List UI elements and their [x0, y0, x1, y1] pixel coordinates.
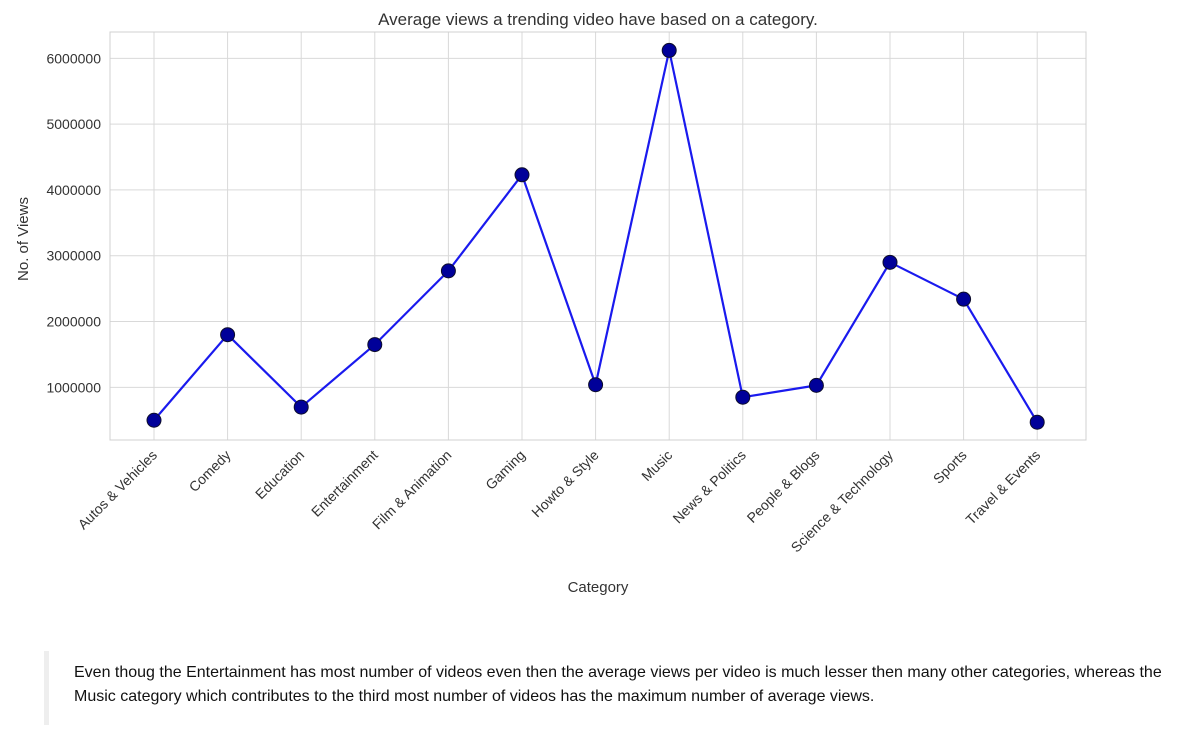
- x-tick-label: Travel & Events: [963, 447, 1044, 528]
- data-point: [220, 327, 236, 343]
- series-layer: [146, 42, 1045, 430]
- x-tick-label: People & Blogs: [744, 447, 823, 526]
- x-tick-label: Howto & Style: [528, 447, 602, 521]
- x-tick-label: Gaming: [482, 447, 528, 493]
- x-tick-label: Education: [252, 447, 307, 502]
- x-tick-label: Entertainment: [308, 447, 381, 520]
- data-point: [661, 42, 677, 58]
- data-point: [956, 291, 972, 307]
- y-tick-label: 4000000: [46, 182, 101, 198]
- line-chart: 1000000 2000000 3000000 4000000 5000000 60000…: [15, 10, 1087, 596]
- y-axis-label: No. of Views: [15, 197, 32, 281]
- data-point: [293, 399, 309, 415]
- note-text: Even thoug the Entertainment has most nu…: [74, 664, 1162, 705]
- data-point: [514, 167, 530, 183]
- x-tick-label: Autos & Vehicles: [75, 447, 161, 533]
- data-point: [367, 337, 383, 353]
- y-tick-label: 3000000: [46, 248, 101, 264]
- chart-title: Average views a trending video have base…: [378, 10, 818, 29]
- y-tick-labels: 1000000 2000000 3000000 4000000 5000000 60000…: [46, 50, 101, 395]
- y-tick-label: 5000000: [46, 116, 101, 132]
- x-tick-labels: Autos & Vehicles Comedy Education Entertain…: [75, 447, 1044, 556]
- y-tick-label: 2000000: [46, 314, 101, 330]
- data-point: [735, 389, 751, 405]
- x-tick-label: Music: [638, 447, 675, 484]
- x-axis-label: Category: [568, 579, 629, 596]
- data-point: [808, 377, 824, 393]
- x-tick-label: Film & Animation: [369, 447, 455, 533]
- data-point: [588, 377, 604, 393]
- x-tick-label: News & Politics: [669, 447, 749, 527]
- plot-frame: [109, 31, 1087, 441]
- x-tick-label: Sports: [930, 447, 970, 487]
- y-tick-label: 1000000: [46, 379, 101, 395]
- data-point: [1029, 414, 1045, 430]
- data-point: [882, 254, 898, 270]
- data-point: [440, 263, 456, 279]
- data-point: [146, 412, 162, 428]
- note-blockquote: Even thoug the Entertainment has most nu…: [44, 651, 1194, 725]
- x-tick-label: Comedy: [186, 447, 234, 495]
- y-tick-label: 6000000: [46, 50, 101, 66]
